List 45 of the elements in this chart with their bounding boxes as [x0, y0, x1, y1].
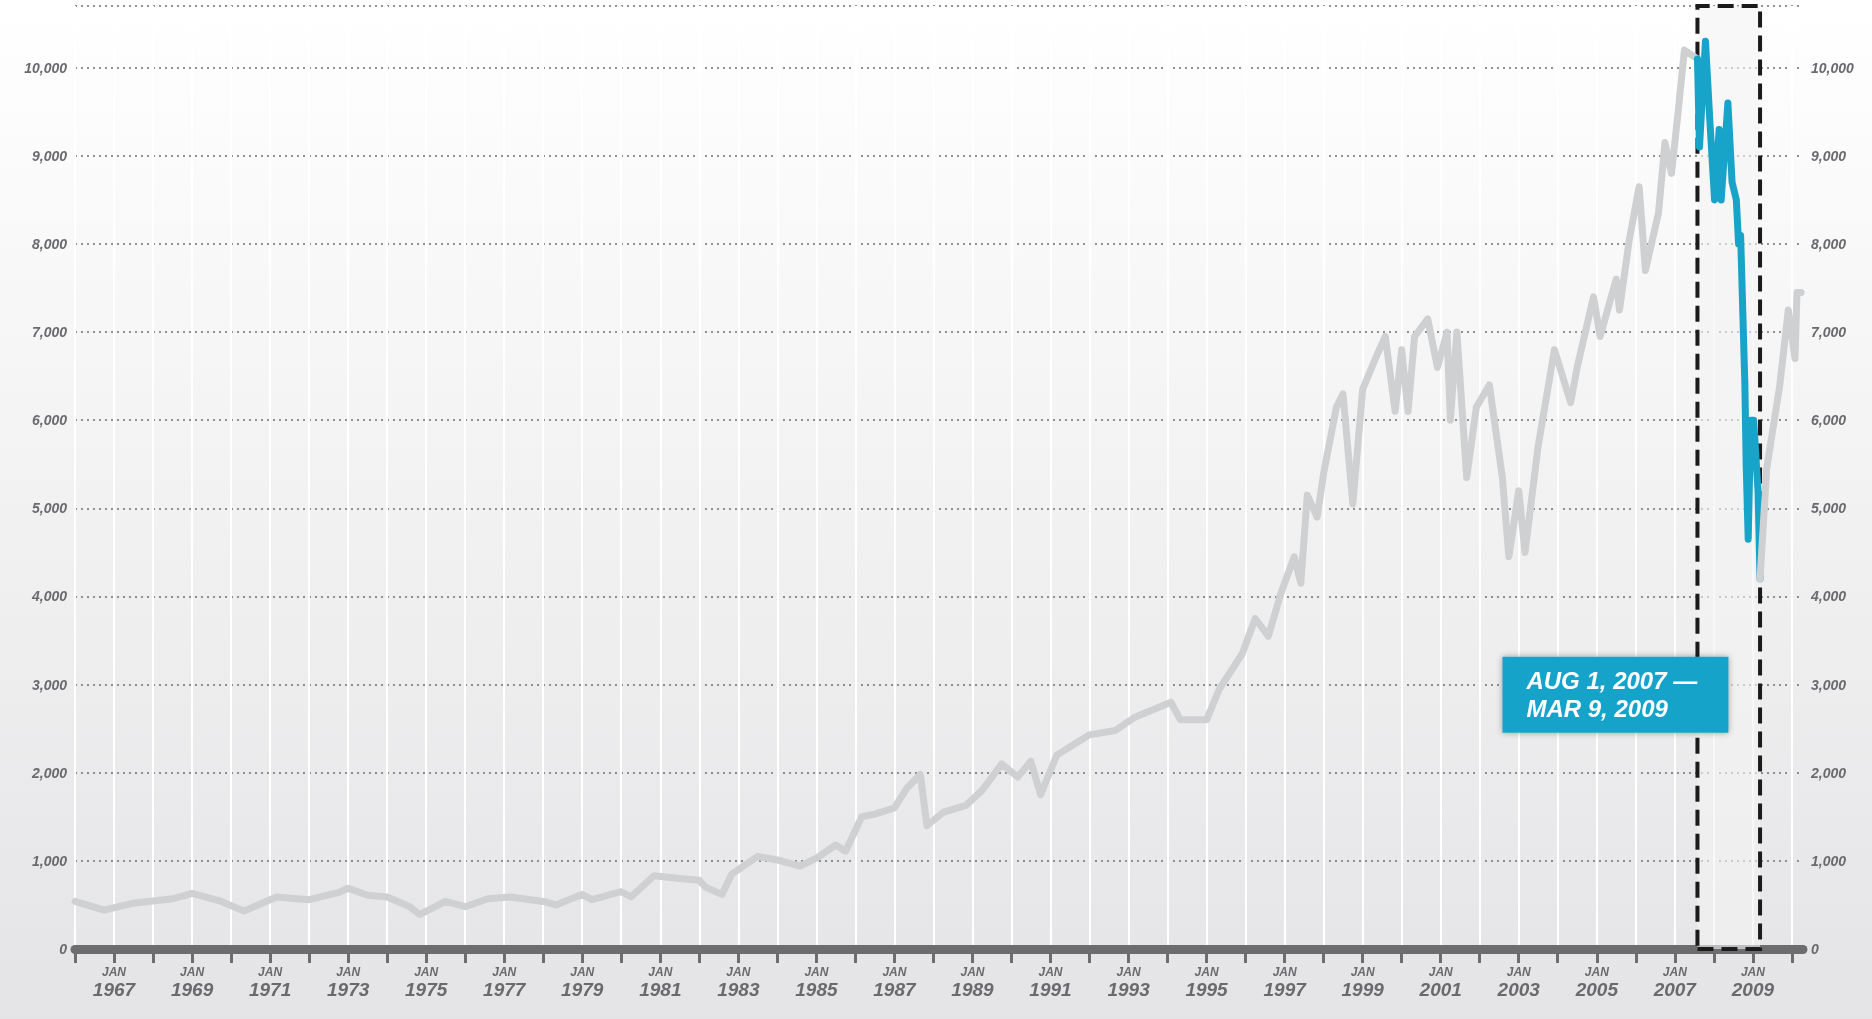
- annotation: AUG 1, 2007 — MAR 9, 2009: [1525, 667, 1704, 723]
- y2-tick-label: 5,000: [1811, 500, 1847, 517]
- x-tick-label: JAN 1973: [327, 965, 370, 1000]
- x-tick-label: JAN 1983: [717, 965, 760, 1000]
- x-tick-label: JAN 1999: [1341, 965, 1385, 1000]
- y-tick-label: 6,000: [31, 412, 68, 429]
- y-tick-label: 10,000: [24, 59, 68, 76]
- x-tick-label: JAN 2001: [1418, 965, 1462, 1000]
- x-tick-label: JAN 1987: [873, 965, 917, 1000]
- x-tick-label: JAN 1997: [1263, 965, 1308, 1000]
- y-tick-label: 7,000: [31, 324, 68, 341]
- x-tick-label: JAN 2003: [1496, 965, 1541, 1000]
- x-tick-label: JAN 1985: [795, 965, 838, 1000]
- x-tick-label: JAN 1993: [1107, 965, 1151, 1000]
- y2-tick-label: 6,000: [1811, 412, 1847, 429]
- y2-tick-label: 8,000: [1811, 235, 1847, 252]
- y-tick-label: 4,000: [30, 588, 68, 605]
- y2-tick-label: 10,000: [1811, 59, 1855, 76]
- y2-tick-label: 2,000: [1810, 764, 1847, 781]
- y2-tick-label: 1,000: [1811, 852, 1847, 869]
- y-tick-label: 9,000: [31, 147, 68, 164]
- x-tick-label: JAN 2005: [1574, 965, 1619, 1000]
- y2-tick-label: 9,000: [1811, 147, 1847, 164]
- y2-tick-label: 7,000: [1811, 324, 1847, 341]
- x-tick-label: JAN 1991: [1029, 965, 1072, 1000]
- y2-tick-label: 4,000: [1810, 588, 1847, 605]
- y2-tick-label: 0: [1811, 941, 1819, 957]
- y-tick-label: 1,000: [31, 852, 68, 869]
- x-tick-label: JAN 1969: [170, 965, 214, 1000]
- y-tick-label: 5,000: [31, 500, 68, 517]
- y2-tick-label: 3,000: [1811, 676, 1847, 693]
- x-tick-label: JAN 1975: [405, 965, 448, 1000]
- x-tick-label: JAN 1967: [92, 965, 137, 1000]
- x-tick-label: JAN 1981: [639, 965, 682, 1000]
- y-tick-label: 0: [59, 941, 68, 957]
- y-tick-label: 8,000: [31, 235, 68, 252]
- y-tick-label: 2,000: [30, 764, 68, 781]
- x-tick-label: JAN 1979: [561, 965, 604, 1000]
- y-tick-label: 3,000: [31, 676, 68, 693]
- x-tick-label: JAN 1977: [483, 965, 527, 1000]
- x-tick-label: JAN 1989: [951, 965, 995, 1000]
- x-tick-label: JAN 1971: [248, 965, 292, 1000]
- x-tick-label: JAN 1995: [1185, 965, 1229, 1000]
- x-tick-label: JAN 2007: [1652, 965, 1698, 1000]
- x-tick-label: JAN 2009: [1730, 965, 1775, 1000]
